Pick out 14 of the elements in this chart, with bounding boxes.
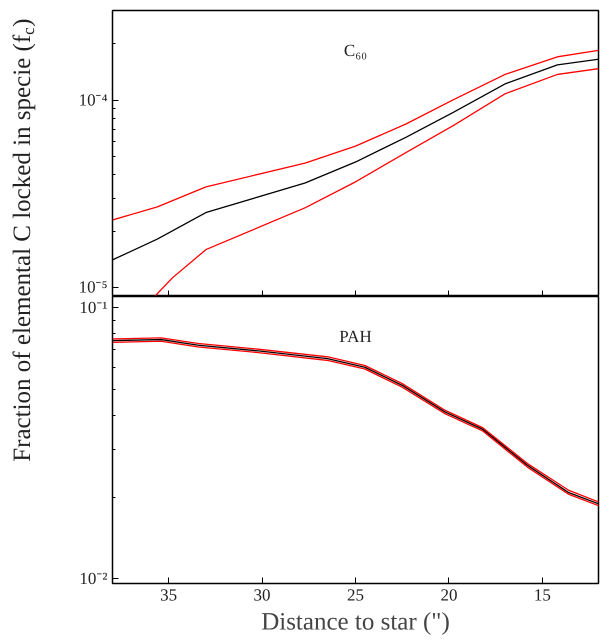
y-tick-label: 10⁻¹ [79,298,108,318]
y-tick-label: 10⁻⁴ [78,90,108,110]
x-tick-label: 20 [440,586,458,604]
text: PAH [339,327,372,346]
x-tick-label: 25 [347,586,364,604]
y-tick-label: 10⁻² [79,569,108,588]
y-tick-label: 10⁻⁵ [78,278,108,296]
line-series [154,68,598,296]
x-tick-label: 30 [254,586,271,604]
x-axis-title: Distance to star (") [261,608,450,636]
y-axis-title: Fraction of elemental C locked in specie (fc) [9,18,38,462]
text: C₆₀ [344,41,368,60]
x-tick-label: 35 [160,586,178,604]
x-tick-label: 15 [534,586,551,604]
